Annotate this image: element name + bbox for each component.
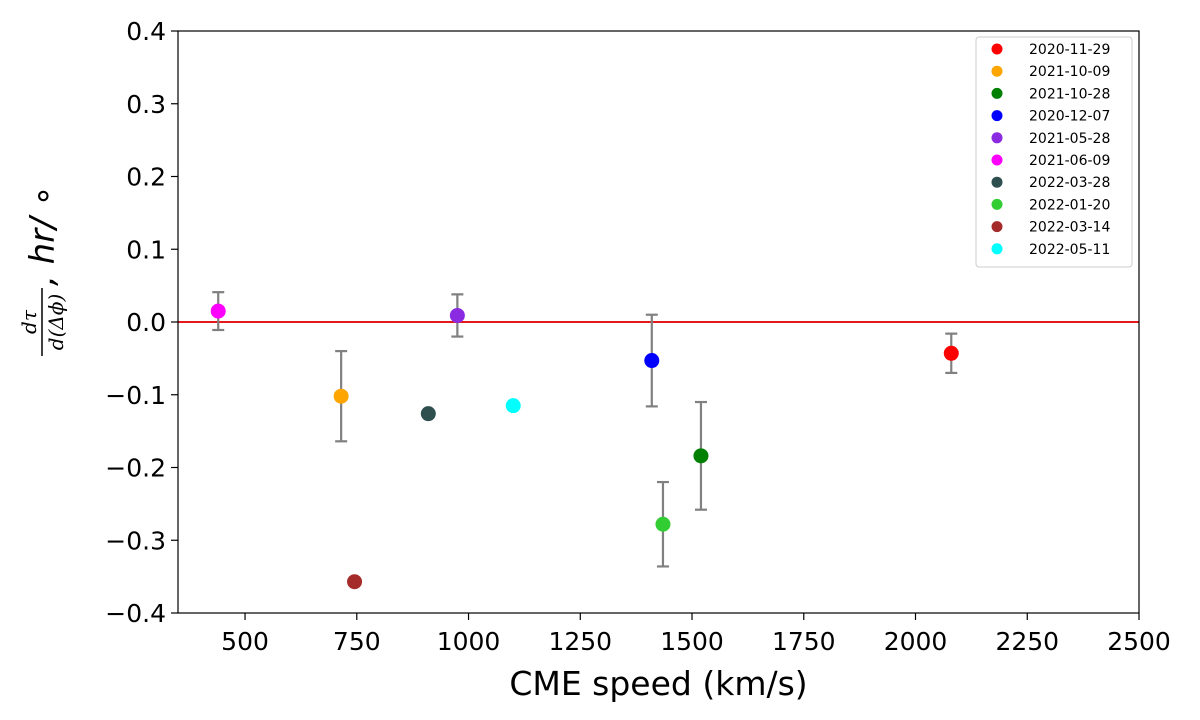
y-tick-label: 0.0 bbox=[126, 308, 166, 337]
x-axis-title: CME speed (km/s) bbox=[509, 664, 807, 703]
x-tick-layer: 500 750 1000 1250 1500 1750 2000 2250 2500 bbox=[221, 613, 1171, 656]
legend-label: 2022-01-20 bbox=[1029, 197, 1110, 213]
y-tick-label: 0.2 bbox=[126, 163, 166, 192]
data-point bbox=[210, 303, 226, 319]
y-axis-title-denominator: d(Δϕ) bbox=[44, 294, 68, 350]
x-tick-label: 500 bbox=[221, 627, 269, 656]
x-tick-label: 750 bbox=[333, 627, 381, 656]
x-tick-label: 1250 bbox=[548, 627, 612, 656]
data-point bbox=[347, 574, 363, 590]
y-tick-label: 0.1 bbox=[126, 235, 166, 264]
legend-item: 2022-03-28 bbox=[991, 175, 1110, 191]
x-tick-label: 2500 bbox=[1107, 627, 1171, 656]
error-bar-layer bbox=[212, 291, 958, 568]
legend-item: 2020-11-29 bbox=[991, 42, 1110, 58]
data-point bbox=[420, 406, 436, 422]
data-point bbox=[449, 307, 465, 323]
data-point bbox=[693, 448, 709, 464]
legend-label: 2021-05-28 bbox=[1029, 131, 1110, 147]
x-tick-label: 2000 bbox=[884, 627, 948, 656]
legend-label: 2021-10-28 bbox=[1029, 86, 1110, 102]
data-point-layer bbox=[210, 303, 959, 590]
data-point bbox=[505, 398, 521, 414]
legend-label: 2021-10-09 bbox=[1029, 64, 1110, 80]
legend-marker bbox=[991, 176, 1003, 188]
data-point bbox=[943, 345, 959, 361]
legend-item: 2022-01-20 bbox=[991, 197, 1110, 213]
legend-label: 2020-12-07 bbox=[1029, 109, 1110, 125]
data-point bbox=[333, 388, 349, 404]
y-axis-title-numerator: dτ bbox=[17, 309, 41, 334]
legend-marker bbox=[991, 87, 1003, 99]
y-tick-label: −0.4 bbox=[105, 599, 166, 628]
x-tick-label: 1750 bbox=[772, 627, 836, 656]
data-point bbox=[644, 353, 660, 369]
legend-label: 2020-11-29 bbox=[1029, 42, 1110, 58]
legend-label: 2022-03-14 bbox=[1029, 220, 1110, 236]
y-axis-title-suffix: , hr/ ∘ bbox=[23, 185, 63, 286]
x-tick-label: 2250 bbox=[995, 627, 1059, 656]
x-tick-label: 1000 bbox=[437, 627, 501, 656]
legend-marker bbox=[991, 65, 1003, 77]
legend-item: 2021-10-09 bbox=[991, 64, 1110, 80]
legend-label: 2022-05-11 bbox=[1029, 242, 1110, 258]
legend: 2020-11-29 2021-10-09 2021-10-28 2020-12-07… bbox=[975, 36, 1133, 268]
legend-item: 2022-03-14 bbox=[991, 220, 1110, 236]
legend-marker bbox=[991, 221, 1003, 233]
x-tick-label: 1500 bbox=[660, 627, 724, 656]
legend-item: 2022-05-11 bbox=[991, 242, 1110, 258]
legend-marker bbox=[991, 154, 1003, 166]
legend-marker bbox=[991, 198, 1003, 210]
y-axis-title: dτ d(Δϕ) , hr/ ∘ bbox=[17, 185, 68, 356]
legend-label: 2021-06-09 bbox=[1029, 153, 1110, 169]
y-tick-label: 0.4 bbox=[126, 17, 166, 46]
data-point bbox=[655, 516, 671, 532]
legend-marker bbox=[991, 110, 1003, 122]
y-tick-label: 0.3 bbox=[126, 90, 166, 119]
y-tick-label: −0.3 bbox=[105, 526, 166, 555]
legend-marker bbox=[991, 132, 1003, 144]
y-tick-label: −0.2 bbox=[105, 454, 166, 483]
legend-label: 2022-03-28 bbox=[1029, 175, 1110, 191]
legend-marker bbox=[991, 243, 1003, 255]
y-tick-layer: −0.4 −0.3 −0.2 −0.1 0.0 0.1 0.2 0.3 0.4 bbox=[105, 17, 178, 628]
legend-frame bbox=[975, 36, 1133, 268]
legend-item: 2020-12-07 bbox=[991, 109, 1110, 125]
legend-item: 2021-06-09 bbox=[991, 153, 1110, 169]
legend-item: 2021-05-28 bbox=[991, 131, 1110, 147]
legend-marker bbox=[991, 43, 1003, 55]
y-tick-label: −0.1 bbox=[105, 381, 166, 410]
legend-item: 2021-10-28 bbox=[991, 86, 1110, 102]
